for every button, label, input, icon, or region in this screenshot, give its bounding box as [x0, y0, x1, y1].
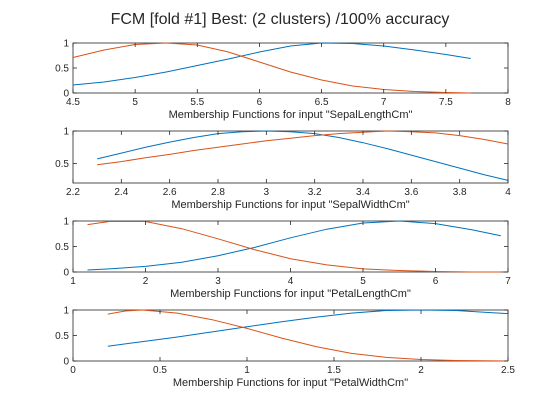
subplot-2: 2.2 2.4 2.6 2.8 3 3.2 3.4 3.6 3.8 4 0.5 1 Membership…: [55, 127, 511, 212]
cluster-2-curve: [72, 42, 471, 94]
y-tick-label: 1: [63, 127, 69, 138]
x-tick-label: 1.5: [327, 365, 341, 376]
x-tick-label: 3.4: [356, 187, 370, 198]
figure-title: FCM [fold #1] Best: (2 clusters) /100% a…: [111, 11, 450, 28]
x-tick-label: 4: [505, 187, 511, 198]
x-tick-label: 6: [257, 97, 263, 108]
x-axis-label: Membership Functions for input "PetalWid…: [173, 377, 408, 389]
x-tick-label: 3: [215, 276, 221, 287]
x-tick-label: 3.2: [308, 187, 322, 198]
axes-frame: [72, 220, 509, 273]
axes-frame: [72, 42, 509, 94]
y-tick-label: 0.5: [55, 242, 69, 253]
x-tick-label: 4.5: [66, 97, 80, 108]
y-tick-label: 0.5: [55, 159, 69, 170]
cluster-1-curve: [72, 42, 471, 86]
cluster-1-curve: [107, 309, 509, 347]
x-tick-label: 2.2: [66, 187, 80, 198]
y-tick-label: 0.5: [55, 64, 69, 75]
subplot-1: 4.5 5 5.5 6 6.5 7 7.5 8 0 0.5 1 Membership Function…: [55, 39, 511, 122]
x-tick-label: 6.5: [315, 97, 329, 108]
y-tick-label: 0: [63, 357, 69, 368]
x-tick-label: 2.5: [501, 365, 515, 376]
x-tick-label: 1: [70, 276, 76, 287]
subplot-3: 1 2 3 4 5 6 7 0 0.5 1 Membership Functions for inp…: [55, 217, 511, 301]
x-tick-label: 6: [433, 276, 439, 287]
x-tick-label: 3: [264, 187, 270, 198]
x-tick-label: 2.8: [211, 187, 225, 198]
y-tick-label: 1: [63, 39, 69, 50]
x-tick-label: 2.6: [163, 187, 177, 198]
cluster-1-curve: [97, 130, 509, 181]
x-axis-label: Membership Functions for input "PetalLen…: [170, 288, 411, 300]
x-tick-label: 2.4: [114, 187, 128, 198]
y-tick-label: 1: [63, 217, 69, 228]
x-axis-label: Membership Functions for input "SepalLen…: [169, 109, 413, 121]
x-tick-label: 7: [505, 276, 511, 287]
axes-frame: [72, 309, 509, 362]
x-tick-label: 5: [360, 276, 366, 287]
cluster-2-curve: [97, 130, 509, 166]
y-tick-label: 0: [63, 89, 69, 100]
x-tick-label: 0: [70, 365, 76, 376]
x-tick-label: 5: [132, 97, 138, 108]
y-tick-label: 0: [63, 268, 69, 279]
x-tick-label: 8: [505, 97, 511, 108]
x-tick-label: 7: [381, 97, 387, 108]
y-tick-label: 0.5: [55, 331, 69, 342]
x-tick-label: 2: [418, 365, 424, 376]
y-tick-label: 1: [63, 306, 69, 317]
x-tick-label: 5.5: [190, 97, 204, 108]
axes-frame: [72, 130, 509, 184]
x-tick-label: 7.5: [439, 97, 453, 108]
x-tick-label: 0.5: [153, 365, 167, 376]
x-tick-label: 3.6: [404, 187, 418, 198]
x-axis-label: Membership Functions for input "SepalWid…: [171, 199, 409, 211]
x-tick-label: 1: [244, 365, 250, 376]
x-tick-label: 4: [288, 276, 294, 287]
x-tick-label: 3.8: [453, 187, 467, 198]
x-tick-label: 2: [143, 276, 149, 287]
